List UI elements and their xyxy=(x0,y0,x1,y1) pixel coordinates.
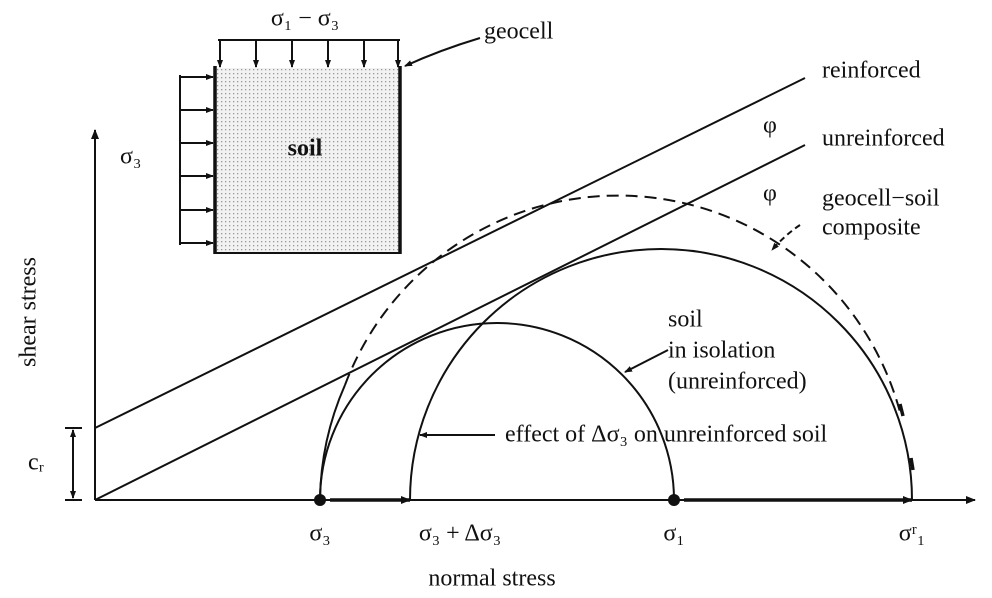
composite-end xyxy=(911,458,913,470)
phi-label: φ xyxy=(763,113,777,139)
composite-label: geocell−soil xyxy=(822,186,940,212)
reinforced-label: reinforced xyxy=(822,58,921,84)
x-point-label: σ₁ xyxy=(663,521,684,547)
sigma3-point xyxy=(314,494,326,506)
soil-label: soil xyxy=(288,136,323,162)
load-arrows xyxy=(220,40,398,67)
x-axis-label: normal stress xyxy=(428,566,555,592)
y-axis-label: shear stress xyxy=(16,257,42,367)
x-point-label: σʳ₁ xyxy=(899,521,926,547)
x-point-label: σ₃ + Δσ₃ xyxy=(419,521,501,547)
isolation-leader xyxy=(625,350,668,372)
unreinforced-label: unreinforced xyxy=(822,126,945,152)
effect-circle xyxy=(410,249,912,500)
composite-circle xyxy=(320,385,345,500)
isolation-label: soil xyxy=(668,307,703,333)
composite-end xyxy=(900,404,903,416)
effect-label: effect of Δσ₃ on unreinforced soil xyxy=(505,422,828,448)
composite-label: composite xyxy=(822,215,921,241)
intercept-label: cᵣ xyxy=(28,450,44,476)
isolation-label: (unreinforced) xyxy=(668,369,807,395)
isolation-circle xyxy=(320,323,674,500)
sigma1-point xyxy=(668,494,680,506)
confining-arrows xyxy=(180,77,213,243)
x-point-label: σ₃ xyxy=(309,521,330,547)
geocell-leader xyxy=(405,38,480,66)
composite-leader xyxy=(772,225,800,250)
phi-label: φ xyxy=(763,181,777,207)
isolation-label: in isolation xyxy=(668,338,775,364)
geocell-label: geocell xyxy=(484,19,554,45)
diagram: σ₁ − σ₃ geocell soil σ₃ reinforced φ unr… xyxy=(0,0,992,598)
confining-label: σ₃ xyxy=(120,144,141,170)
load-label: σ₁ − σ₃ xyxy=(271,6,339,32)
